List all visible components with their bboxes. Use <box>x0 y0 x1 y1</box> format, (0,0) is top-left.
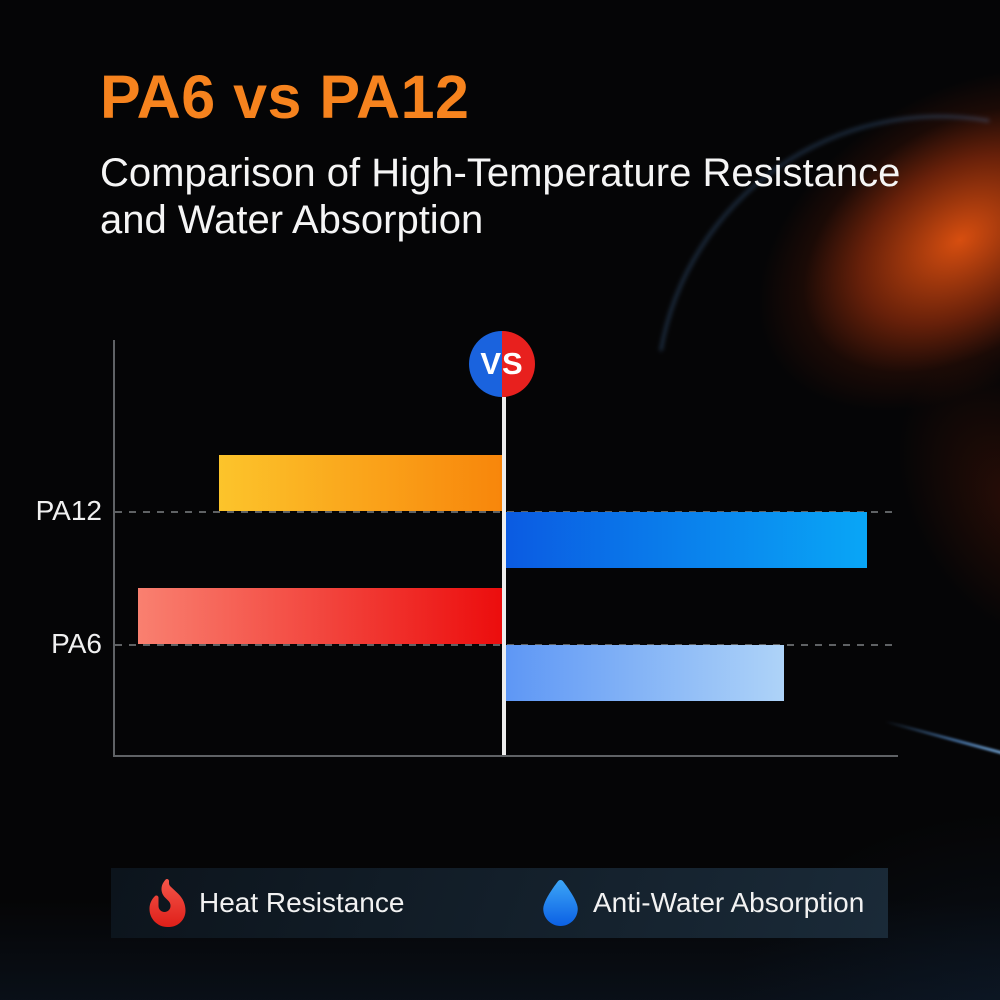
vs-badge: VS <box>469 331 535 397</box>
chart-plot: PA12 PA6 <box>36 340 898 757</box>
flame-icon <box>149 879 186 927</box>
heat-resistance-bar-pa6 <box>138 588 502 644</box>
page-subtitle: Comparison of High-Temperature Resistanc… <box>100 150 900 244</box>
category-label-pa6: PA6 <box>51 628 102 659</box>
center-divider-line <box>502 397 506 755</box>
page-title: PA6 vs PA12 <box>100 63 470 131</box>
page-subtitle-line-2: and Water Absorption <box>100 198 484 242</box>
vs-badge-label: VS <box>480 346 524 381</box>
page-subtitle-line-1: Comparison of High-Temperature Resistanc… <box>100 151 901 195</box>
anti-water-absorption-bar-pa12 <box>506 512 867 568</box>
legend-label-anti-water-absorption: Anti-Water Absorption <box>593 887 865 918</box>
heat-resistance-bar-pa12 <box>219 455 502 511</box>
chart-legend-panel: Heat Resistance Anti-Water Absorption <box>111 868 888 938</box>
water-drop-icon <box>543 880 578 926</box>
category-label-pa12: PA12 <box>35 495 102 526</box>
background-light-streak <box>884 720 1000 760</box>
anti-water-absorption-bar-pa6 <box>506 645 784 701</box>
legend-label-heat-resistance: Heat Resistance <box>199 887 405 918</box>
